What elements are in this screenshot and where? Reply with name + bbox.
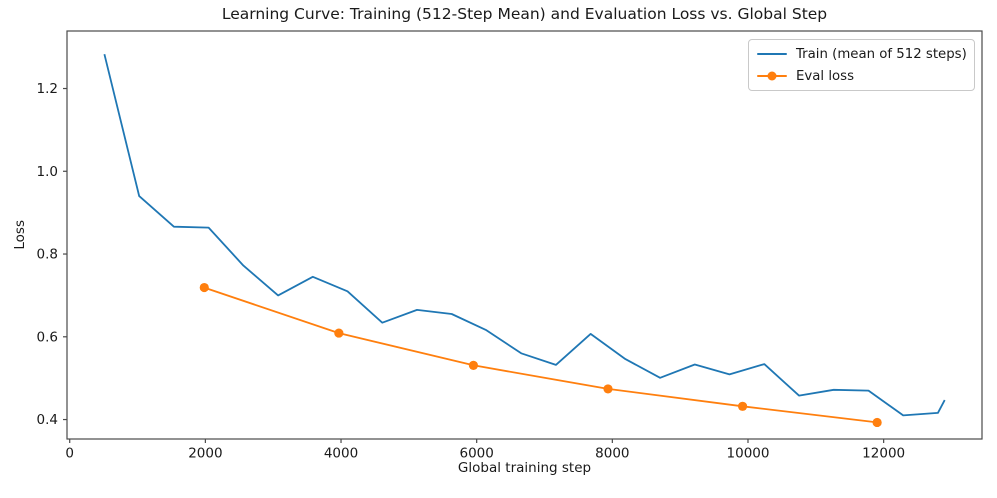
chart-title: Learning Curve: Training (512-Step Mean)… (221, 5, 828, 23)
y-tick-label: 0.4 (37, 412, 58, 428)
y-tick-label: 0.6 (37, 329, 58, 345)
train-line-icon (757, 53, 787, 55)
train-loss-line (103, 53, 946, 417)
x-tick-label: 8000 (595, 446, 629, 462)
legend-entry-train: Train (mean of 512 steps) (757, 45, 967, 63)
eval-loss-marker (334, 328, 344, 338)
x-tick-label: 4000 (324, 446, 358, 462)
eval-loss-line (204, 286, 878, 424)
y-tick-label: 1.2 (37, 81, 58, 97)
eval-loss-marker (468, 360, 479, 370)
y-tick-label: 1.0 (37, 164, 58, 180)
eval-loss-marker (199, 282, 209, 293)
legend: Train (mean of 512 steps) Eval loss (748, 39, 975, 91)
legend-train-line-swatch (757, 45, 787, 63)
eval-marker-icon (767, 71, 777, 81)
legend-eval-label: Eval loss (796, 68, 855, 84)
legend-entry-eval: Eval loss (757, 67, 965, 85)
eval-loss-marker (737, 401, 748, 411)
x-tick-label: 10000 (727, 446, 770, 462)
y-axis-label: Loss (12, 220, 28, 250)
y-axis-label-container: Loss (10, 31, 30, 439)
legend-eval-line-swatch (757, 67, 787, 85)
x-tick-label: 2000 (188, 446, 222, 462)
y-tick-label: 0.8 (37, 247, 58, 263)
x-tick-label: 6000 (460, 446, 494, 462)
eval-loss-marker (603, 384, 613, 394)
x-axis-label: Global training step (457, 460, 592, 476)
x-tick-label: 0 (65, 446, 74, 462)
eval-loss-marker (872, 417, 882, 428)
plot-area-border (66, 30, 983, 440)
legend-train-label: Train (mean of 512 steps) (796, 46, 967, 62)
x-tick-label: 12000 (862, 446, 905, 462)
